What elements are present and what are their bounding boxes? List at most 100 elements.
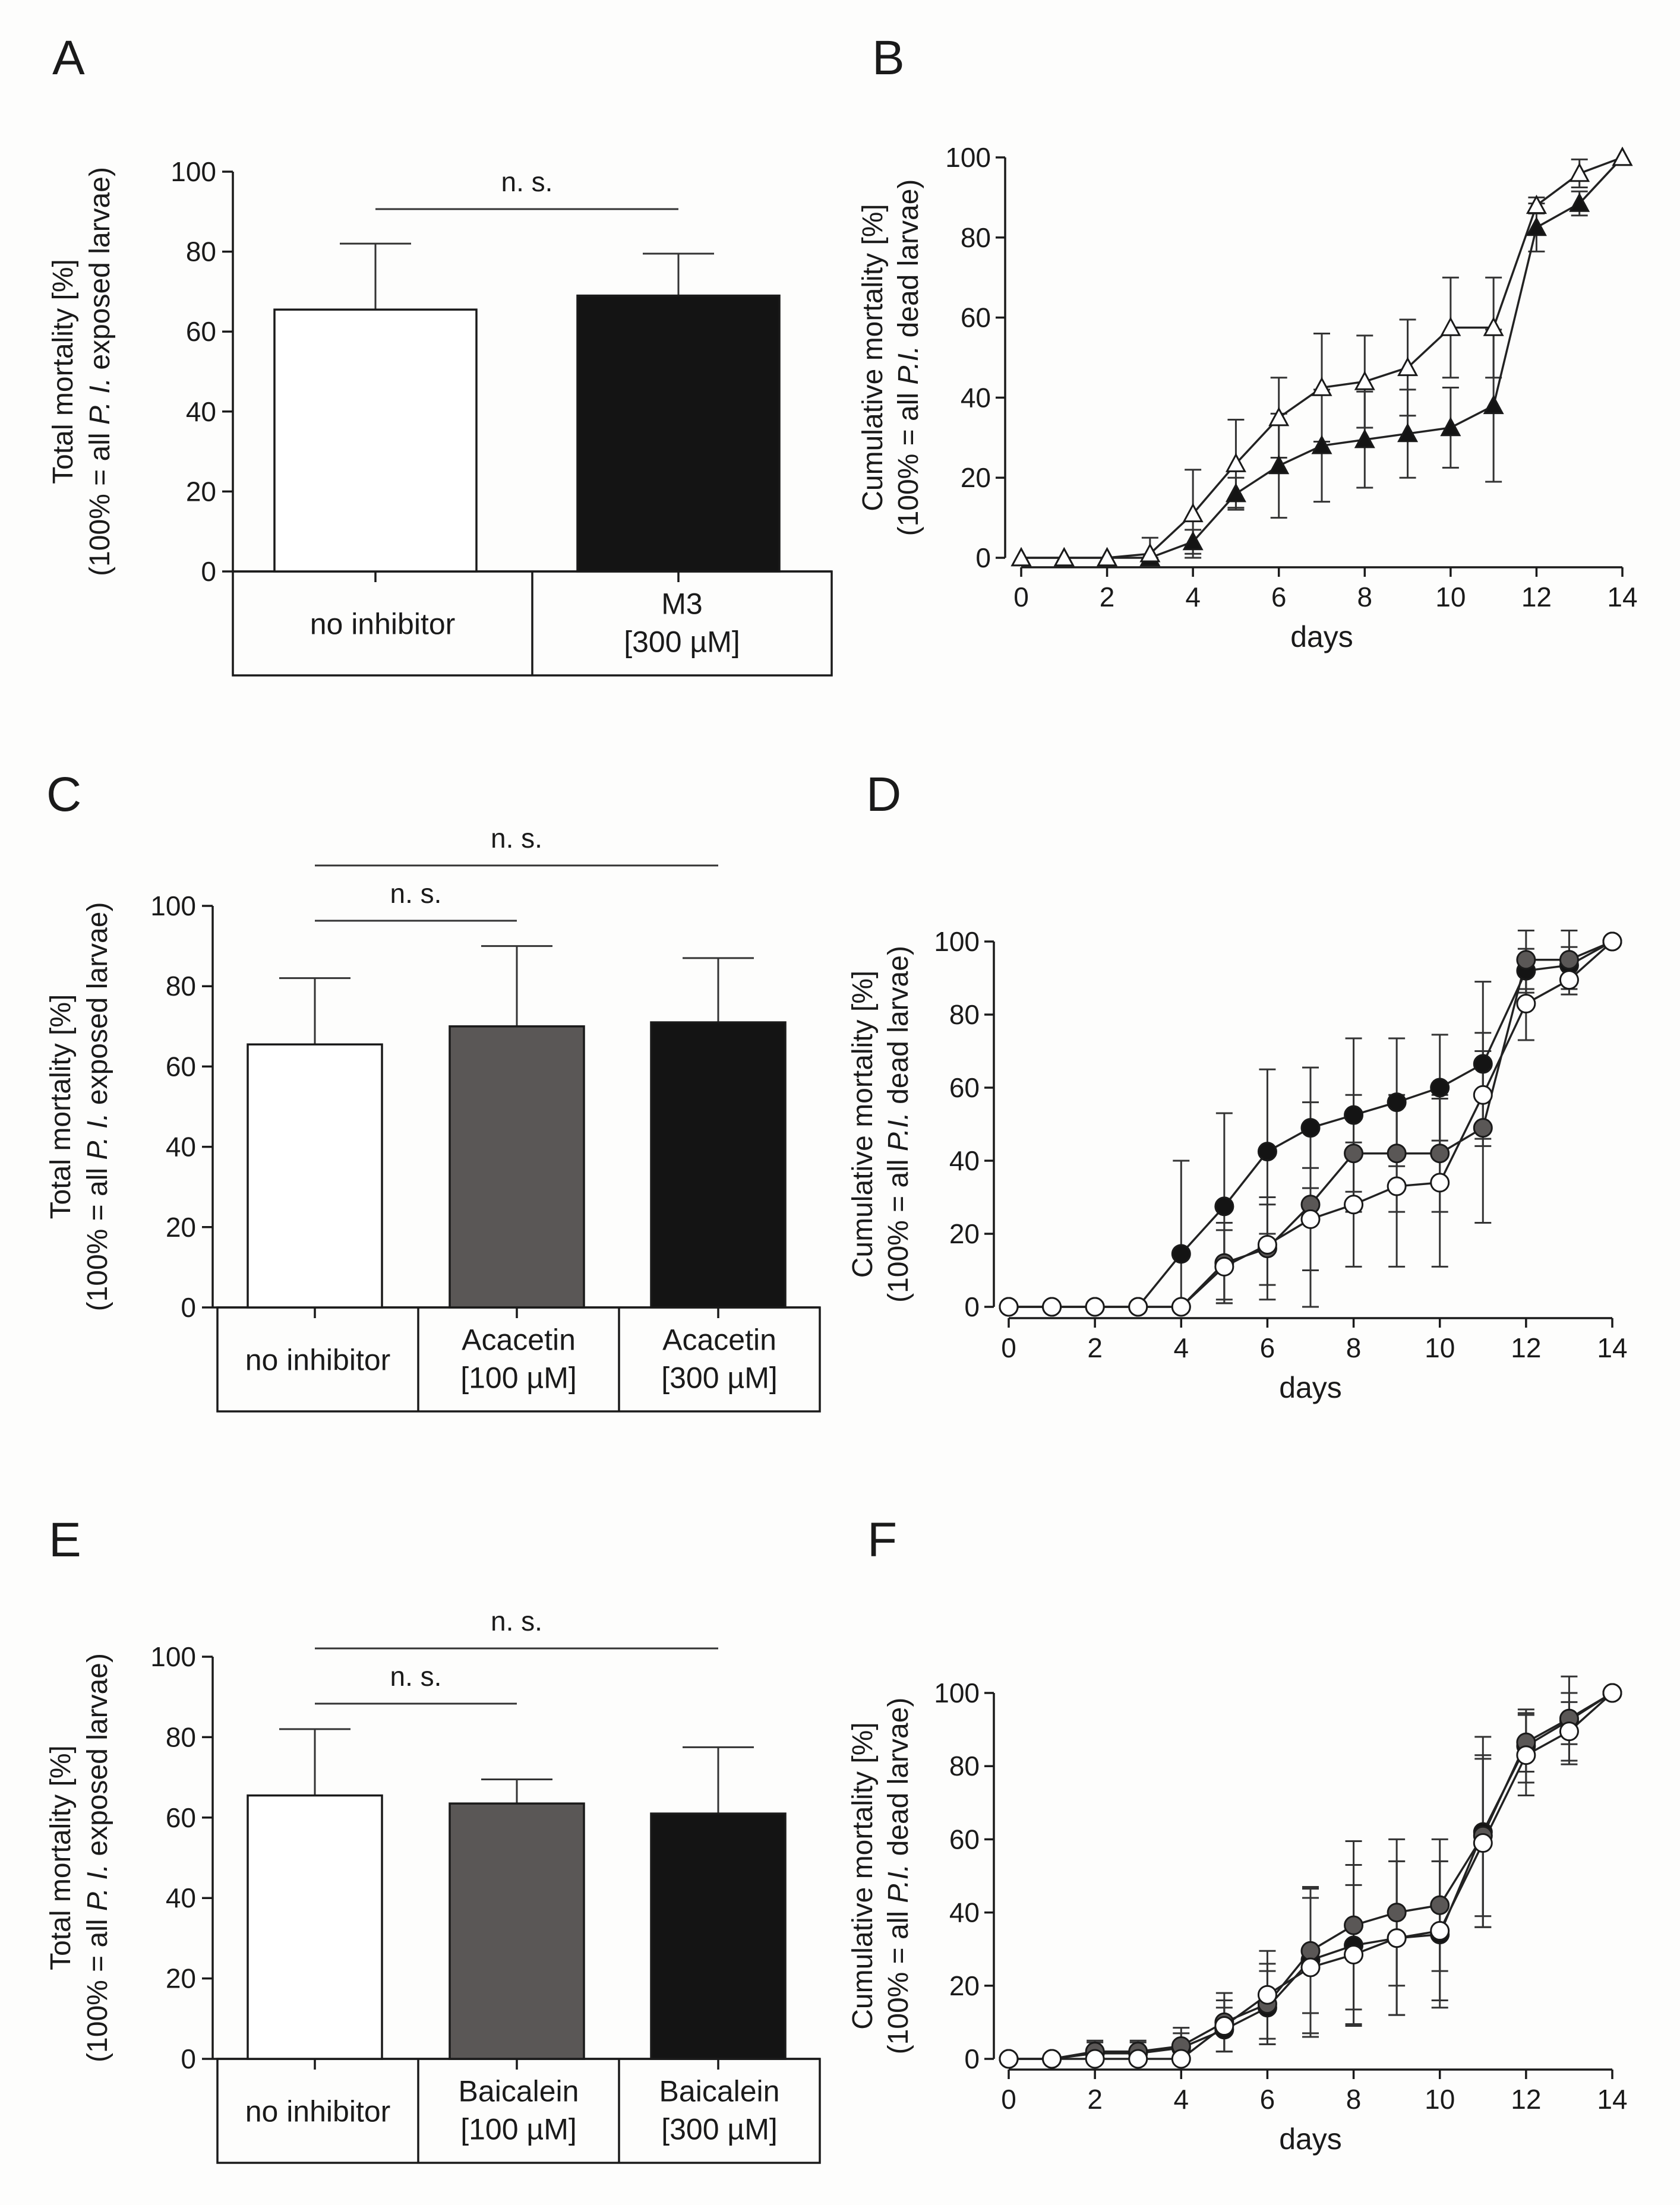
data-point bbox=[1268, 406, 1290, 427]
y-tick-label: 100 bbox=[150, 1641, 196, 1672]
y-axis-label-line2: (100% = all P. I. exposed larvae) bbox=[82, 1653, 113, 2062]
data-point bbox=[1483, 394, 1504, 415]
y-tick-label: 80 bbox=[186, 236, 216, 267]
y-tick-label: 40 bbox=[949, 1897, 980, 1928]
y-axis-label-line2-pre: (100% = all bbox=[883, 1903, 914, 2055]
y-tick-label: 20 bbox=[166, 1212, 196, 1243]
panel-letter-c: C bbox=[46, 767, 81, 822]
data-point bbox=[999, 2049, 1019, 2069]
data-point bbox=[1387, 1928, 1407, 1948]
data-point bbox=[1569, 192, 1590, 212]
data-point bbox=[1085, 2049, 1105, 2069]
data-point bbox=[1612, 146, 1633, 166]
y-tick-label: 40 bbox=[186, 396, 216, 427]
bar-3 bbox=[650, 1812, 787, 2060]
y-tick-label: 60 bbox=[166, 1051, 196, 1082]
data-point bbox=[1042, 2049, 1062, 2069]
y-tick-label: 0 bbox=[975, 542, 991, 573]
y-tick-label: 100 bbox=[934, 1678, 980, 1708]
x-tick-label: 2 bbox=[1087, 1332, 1103, 1363]
y-axis-label-line2-pre: (100% = all bbox=[82, 1160, 113, 1312]
y-tick-label: 60 bbox=[949, 1072, 980, 1103]
y-axis-label-line2-post: dead larvae) bbox=[893, 179, 924, 346]
data-point bbox=[1139, 543, 1161, 563]
data-point bbox=[1344, 1915, 1364, 1935]
data-point bbox=[1387, 1143, 1407, 1164]
y-tick-label: 60 bbox=[166, 1802, 196, 1833]
y-axis-label-line2-italic: P.I. bbox=[883, 1864, 914, 1903]
y-axis-label-line2-post: exposed larvae) bbox=[84, 167, 116, 378]
data-point bbox=[1387, 1176, 1407, 1196]
data-point bbox=[1430, 1143, 1450, 1164]
y-tick-label: 100 bbox=[150, 890, 196, 921]
y-tick-label: 20 bbox=[949, 1970, 980, 2001]
data-point bbox=[1257, 1985, 1277, 2005]
data-point bbox=[1430, 1173, 1450, 1193]
x-tick-label: 12 bbox=[1521, 582, 1552, 612]
data-point bbox=[1387, 1092, 1407, 1113]
category-label: Baicalein bbox=[659, 2075, 780, 2108]
data-point bbox=[1214, 1196, 1234, 1217]
data-point bbox=[1516, 950, 1536, 970]
category-label-sub: [300 µM] bbox=[661, 2113, 778, 2146]
significance-label: n. s. bbox=[491, 823, 542, 854]
y-axis-label-line1: Total mortality [%] bbox=[45, 1745, 77, 1970]
chart-panel-f: 0 20 40 60 80 100 0 2 4 6 8 10 12 14 days Cumulative mo… bbox=[847, 1675, 1628, 2156]
category-label: Acacetin bbox=[662, 1323, 776, 1357]
significance-label: n. s. bbox=[390, 878, 442, 909]
data-point bbox=[1559, 950, 1579, 970]
data-point bbox=[1214, 2016, 1234, 2036]
y-axis-label-line2: (100% = all P. I. exposed larvae) bbox=[82, 902, 113, 1312]
category-label: Acacetin bbox=[462, 1323, 576, 1357]
data-point bbox=[1516, 1745, 1536, 1765]
y-axis-label-line2-italic: P. I. bbox=[82, 1864, 113, 1911]
panel-letter-d: D bbox=[866, 767, 901, 822]
x-tick-label: 2 bbox=[1087, 2084, 1103, 2115]
x-tick-label: 14 bbox=[1607, 582, 1637, 612]
data-point bbox=[1171, 1297, 1191, 1317]
y-tick-label: 100 bbox=[945, 142, 991, 173]
x-axis-label: days bbox=[1279, 2122, 1342, 2156]
data-point bbox=[1344, 1944, 1364, 1964]
data-point bbox=[1257, 1234, 1277, 1255]
y-axis-label-line1: Cumulative mortality [%] bbox=[857, 204, 889, 511]
x-tick-label: 10 bbox=[1425, 2084, 1455, 2115]
y-axis-label-line2-post: dead larvae) bbox=[883, 946, 914, 1112]
data-point bbox=[1182, 530, 1204, 551]
y-axis-label-line2-post: exposed larvae) bbox=[82, 902, 113, 1113]
y-tick-label: 100 bbox=[934, 926, 980, 957]
y-axis-label-line2-post: dead larvae) bbox=[883, 1698, 914, 1864]
y-tick-label: 20 bbox=[961, 462, 991, 493]
data-point bbox=[1300, 1957, 1321, 1977]
y-tick-label: 60 bbox=[186, 316, 216, 347]
data-point bbox=[1602, 1683, 1622, 1703]
data-point bbox=[999, 1297, 1019, 1317]
data-point bbox=[1344, 1195, 1364, 1215]
category-label-sub: [300 µM] bbox=[661, 1361, 778, 1395]
y-axis-label-line2: (100% = all P.I. dead larvae) bbox=[893, 179, 924, 536]
data-point bbox=[1268, 454, 1290, 475]
y-axis-label-line2: (100% = all P.I. dead larvae) bbox=[883, 946, 914, 1303]
data-point bbox=[1440, 416, 1461, 437]
y-axis-label: Cumulative mortality [%] (100% = all P.I.… bbox=[847, 1698, 914, 2055]
x-axis-label: days bbox=[1290, 620, 1353, 653]
y-axis-label-line2-pre: (100% = all bbox=[84, 425, 116, 576]
y-tick-label: 20 bbox=[949, 1218, 980, 1249]
y-axis-label: Total mortality [%](100% = all P. I. exp… bbox=[45, 1653, 113, 2062]
y-axis-label: Cumulative mortality [%] (100% = all P.I.… bbox=[847, 946, 914, 1303]
chart-panel-d: 0 20 40 60 80 100 0 2 4 6 8 10 12 14 days Cumulative mo… bbox=[847, 926, 1628, 1404]
x-tick-label: 0 bbox=[1001, 1332, 1016, 1363]
y-axis-label-line1: Cumulative mortality [%] bbox=[847, 1722, 879, 2029]
data-point bbox=[1516, 994, 1536, 1014]
y-axis-label-line1: Total mortality [%] bbox=[48, 259, 79, 484]
data-point bbox=[1559, 1721, 1579, 1742]
x-tick-label: 10 bbox=[1425, 1332, 1455, 1363]
data-point bbox=[1171, 2049, 1191, 2069]
y-axis-label-line2-italic: P.I. bbox=[893, 346, 924, 385]
y-axis-label-line1: Cumulative mortality [%] bbox=[847, 971, 879, 1278]
data-point bbox=[1311, 377, 1332, 396]
y-axis-label-line2-pre: (100% = all bbox=[893, 385, 924, 536]
data-point bbox=[1473, 1054, 1493, 1074]
data-point bbox=[1053, 546, 1075, 567]
y-tick-label: 0 bbox=[201, 556, 216, 587]
